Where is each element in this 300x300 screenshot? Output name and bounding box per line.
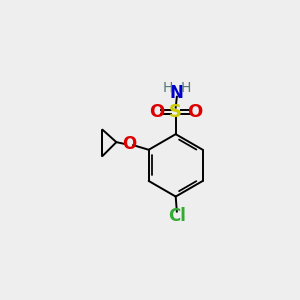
Text: N: N [170,84,184,102]
Text: O: O [122,135,136,153]
Text: S: S [169,103,182,121]
Text: Cl: Cl [168,207,186,225]
Text: O: O [149,103,164,121]
Text: H: H [180,81,191,95]
Text: H: H [163,81,173,95]
Text: O: O [187,103,202,121]
